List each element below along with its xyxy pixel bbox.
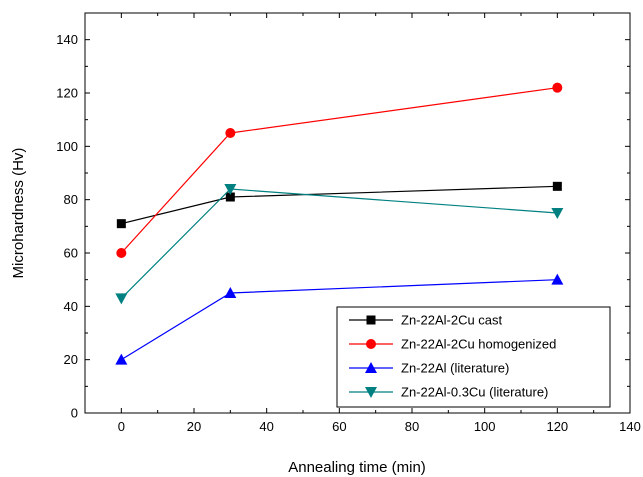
x-tick-label: 140 [619,419,641,434]
data-point [225,192,235,202]
series-group [115,82,564,365]
data-point [552,82,563,93]
axis-ticks: 0 20 40 60 80 100 120 140 0 20 40 60 80 100 120 140 [56,13,641,434]
legend-marker [366,315,376,325]
data-point [115,293,128,305]
series-2 [115,273,564,365]
x-tick-label: 40 [259,419,273,434]
data-point [224,287,237,298]
plot-frame [84,12,631,414]
y-tick-label: 40 [64,299,78,314]
legend-label: Zn-22Al-2Cu homogenized [401,337,556,352]
legend: Zn-22Al-2Cu cast Zn-22Al-2Cu homogenized Z… [336,306,611,408]
legend-label: Zn-22Al-2Cu cast [401,313,503,328]
y-tick-label: 120 [56,86,78,101]
legend-marker [366,339,376,349]
series-0 [116,181,562,229]
data-point [225,128,236,138]
data-point [552,181,562,191]
y-tick-label: 20 [64,352,78,367]
y-tick-label: 80 [64,192,78,207]
legend-marker [365,362,377,373]
x-tick-label: 120 [546,419,568,434]
data-point [116,219,126,229]
x-tick-label: 20 [187,419,201,434]
y-axis-title: Microhardness (Hv) [10,148,27,279]
data-point [115,353,128,365]
x-tick-label: 60 [332,419,346,434]
y-tick-label: 100 [56,139,78,154]
x-axis-title: Annealing time (min) [288,459,426,476]
y-tick-label: 140 [56,32,78,47]
series-3 [115,184,564,305]
data-point [224,184,237,195]
y-tick-label: 0 [71,406,78,421]
series-1 [116,82,563,258]
legend-label: Zn-22Al-0.3Cu (literature) [401,385,548,400]
data-point [551,208,564,219]
legend-box [336,306,611,408]
series-line [121,185,558,225]
y-tick-label: 60 [64,246,78,261]
data-point [116,248,127,258]
x-tick-label: 100 [474,419,496,434]
x-tick-label: 0 [118,419,125,434]
legend-label: Zn-22Al (literature) [401,361,509,376]
legend-marker [365,387,377,398]
data-point [551,273,564,285]
x-tick-label: 80 [405,419,419,434]
series-line [120,87,558,254]
